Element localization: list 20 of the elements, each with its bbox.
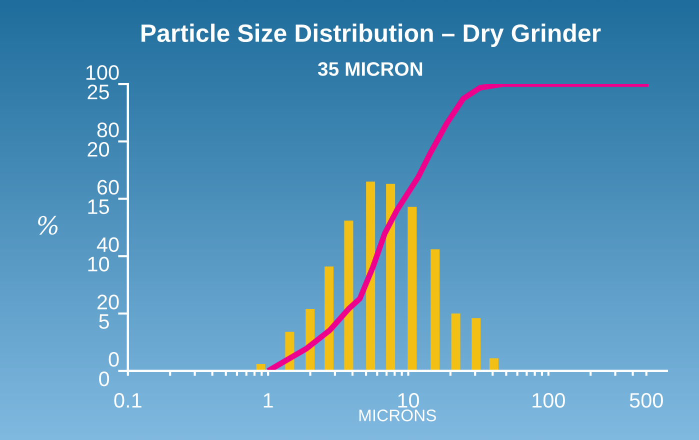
y-tick-label: 0 [99, 371, 110, 386]
y-tick-label: 20 [88, 142, 110, 157]
y-tick-label: 25 [88, 84, 109, 100]
x-tick-label: 100 [532, 393, 565, 408]
y2-tick-label: 0 [108, 352, 119, 367]
y-tick-label: 10 [88, 256, 110, 272]
y2-tick-label: 60 [97, 180, 119, 195]
x-tick-label: 10 [398, 393, 420, 408]
y-tick-label: 5 [99, 314, 109, 329]
x-tick-label: 1 [264, 393, 273, 408]
y2-tick-label: 80 [97, 122, 119, 138]
y-axis-title: % [38, 216, 58, 235]
chart-subtitle: 35 MICRON [318, 62, 422, 76]
x-axis-title: MICRONS [359, 410, 436, 422]
y2-tick-label: 100 [86, 65, 119, 80]
x-tick-label: 0.1 [114, 393, 142, 408]
chart-title: Particle Size Distribution – Dry Grinder [142, 24, 601, 47]
y2-tick-label: 40 [96, 237, 119, 252]
y-tick-label: 15 [88, 200, 109, 214]
x-tick-label: 500 [630, 393, 663, 408]
